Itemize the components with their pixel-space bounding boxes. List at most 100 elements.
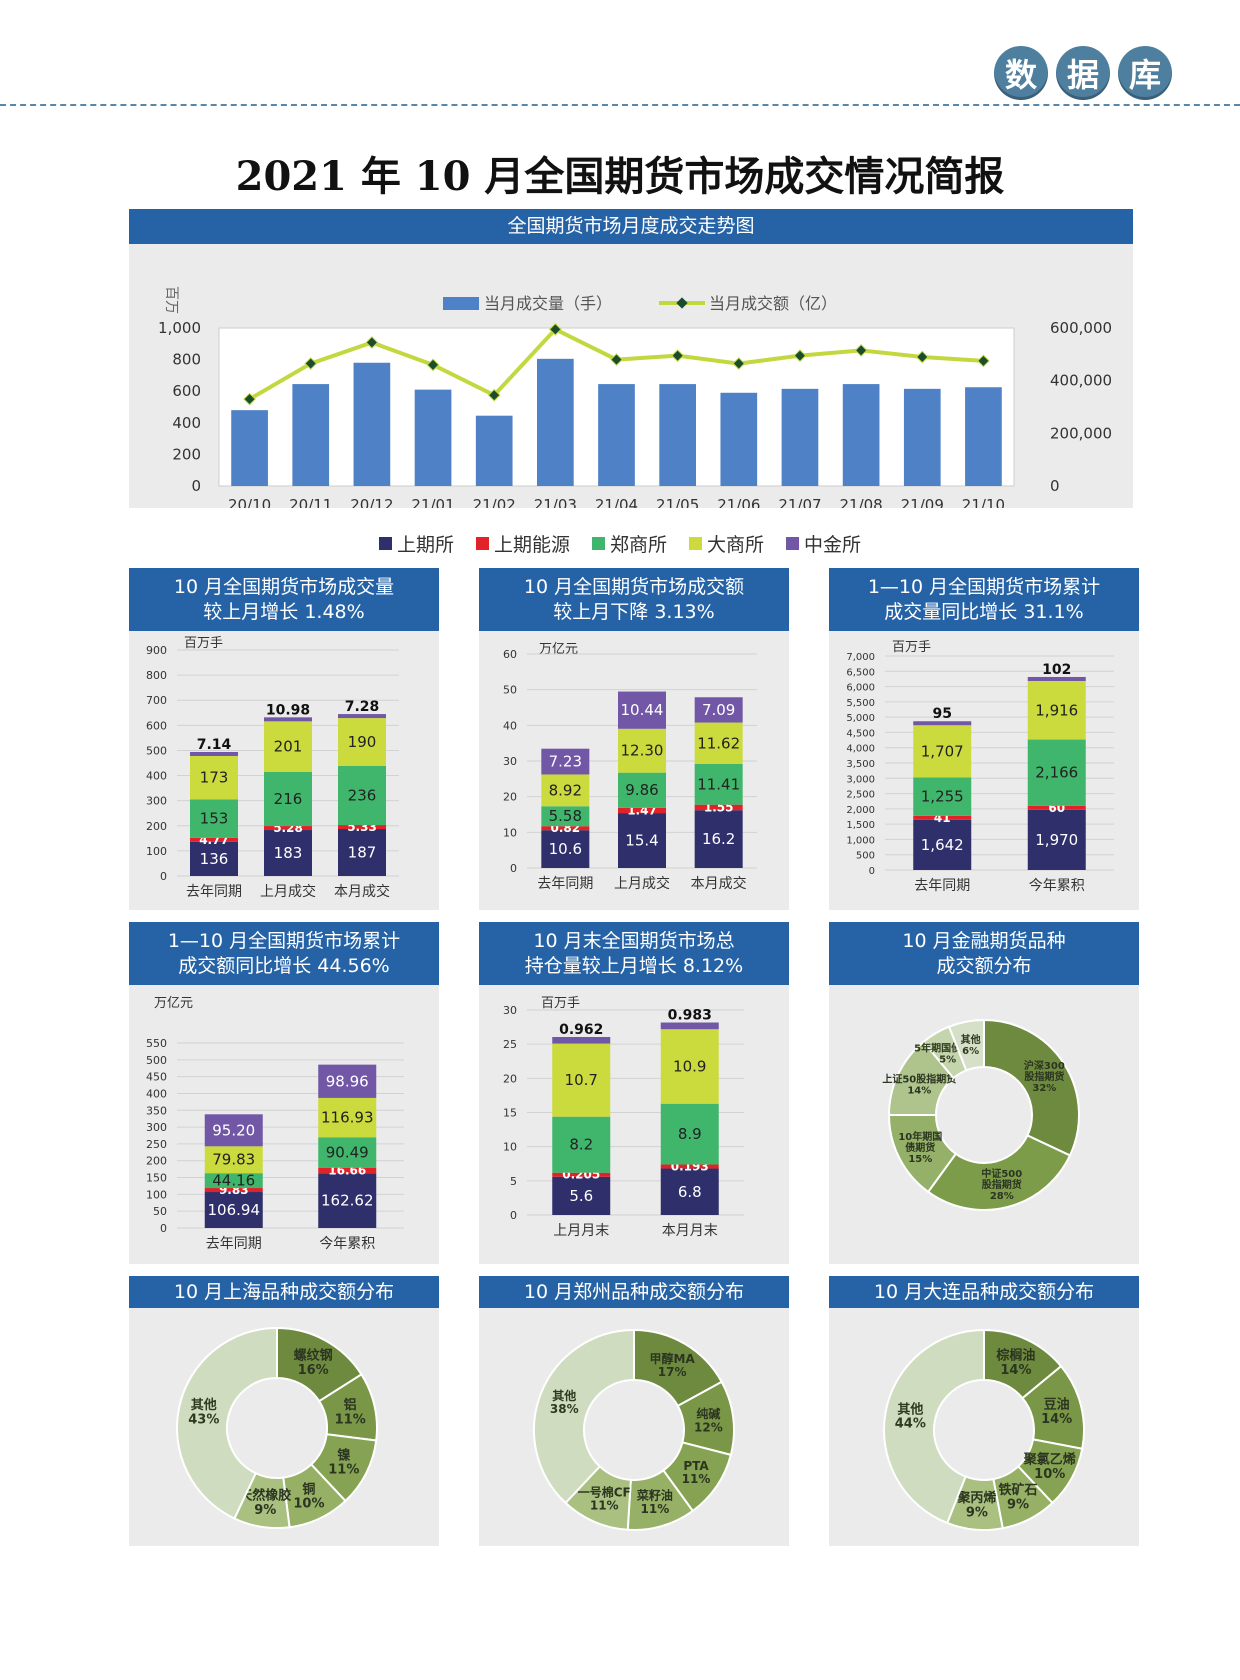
bar-segment bbox=[338, 765, 386, 826]
y-tick-label: 5 bbox=[510, 1175, 517, 1188]
bar-segment bbox=[913, 777, 972, 816]
y-tick-label: 2,500 bbox=[846, 790, 875, 801]
bar-segment bbox=[190, 837, 238, 842]
slice-label: 铁矿石 bbox=[998, 1482, 1038, 1498]
y-tick-label: 0 bbox=[191, 477, 201, 495]
slice-label: 铝 bbox=[344, 1397, 357, 1413]
data-label: 5.6 bbox=[569, 1187, 593, 1205]
bar-segment bbox=[338, 825, 386, 830]
data-label: 2,166 bbox=[1035, 764, 1078, 782]
y-tick-label: 0 bbox=[510, 1209, 517, 1222]
donut-slice bbox=[983, 1018, 1080, 1157]
bar-segment bbox=[190, 755, 238, 800]
y-tick-label: 700 bbox=[146, 694, 167, 707]
x-tick-label: 21/10 bbox=[962, 496, 1005, 508]
data-label: 1,970 bbox=[1035, 831, 1078, 849]
y-tick-label: 550 bbox=[146, 1037, 167, 1050]
x-tick-label: 21/07 bbox=[778, 496, 821, 508]
ytd-volume-chart-panel: 1—10 月全国期货市场累计 成交量同比增长 31.1% 百万手 0 500 1,00… bbox=[829, 568, 1139, 910]
line-point bbox=[487, 388, 501, 402]
data-label: 216 bbox=[274, 790, 303, 808]
y-tick-label: 450 bbox=[146, 1071, 167, 1084]
y-tick-label: 100 bbox=[146, 845, 167, 858]
y-tick-label: 400 bbox=[172, 414, 201, 432]
bar-segment bbox=[318, 1167, 377, 1174]
y-tick-label: 400 bbox=[146, 1087, 167, 1100]
slice-percent: 5% bbox=[939, 1054, 956, 1065]
ytd-volume-stacked-chart: 百万手 0 500 1,000 1,500 2,000 2,500 3,000 3,500 4,0… bbox=[846, 640, 1114, 894]
bar bbox=[353, 362, 391, 486]
x-tick-label: 21/08 bbox=[839, 496, 882, 508]
slice-label: 聚丙烯 bbox=[956, 1490, 996, 1506]
legend-item: 大商所 bbox=[689, 530, 764, 557]
slice-percent: 12% bbox=[694, 1420, 723, 1434]
line-point bbox=[854, 344, 868, 357]
line-point bbox=[426, 358, 440, 372]
bar-segment bbox=[204, 1192, 263, 1228]
slice-percent: 38% bbox=[550, 1402, 579, 1416]
badge-char: 数 bbox=[994, 46, 1048, 100]
y-tick-label: 30 bbox=[503, 755, 517, 768]
bar-segment bbox=[541, 748, 590, 775]
y-tick-label: 5,000 bbox=[846, 713, 875, 724]
x-tick-label: 20/11 bbox=[289, 496, 332, 508]
slice-label: 其他 bbox=[552, 1388, 576, 1403]
bar-segment bbox=[1027, 676, 1086, 681]
slice-percent: 6% bbox=[962, 1046, 979, 1057]
slice-label: PTA bbox=[683, 1459, 709, 1473]
slice-percent: 11% bbox=[641, 1502, 670, 1516]
data-label: 15.4 bbox=[625, 832, 658, 850]
y-tick-label: 500 bbox=[146, 1054, 167, 1067]
unit-label: 百万手 bbox=[541, 996, 580, 1011]
legend-item: 上期能源 bbox=[475, 530, 570, 557]
slice-label: 一号棉CF bbox=[578, 1484, 631, 1499]
y2-tick-label: 400,000 bbox=[1050, 372, 1112, 390]
bar bbox=[659, 384, 696, 486]
y-tick-label: 1,500 bbox=[846, 820, 875, 831]
y-tick-label: 350 bbox=[146, 1104, 167, 1117]
x-tick-label: 21/06 bbox=[717, 496, 760, 508]
bar-segment bbox=[204, 1146, 263, 1174]
legend-label: 当月成交额（亿） bbox=[709, 294, 837, 313]
financial-pie-panel: 10 月金融期货品种 成交额分布 沪深300 股指期货 32% 中证500 股指期货 28… bbox=[829, 922, 1139, 1264]
data-label: 236 bbox=[348, 786, 377, 804]
title-line: 较上月下降 3.13% bbox=[553, 600, 715, 623]
y-tick-label: 6,000 bbox=[846, 683, 875, 694]
bar-segment bbox=[913, 815, 972, 820]
slice-percent: 44% bbox=[895, 1417, 926, 1432]
title-line: 10 月末全国期货市场总 bbox=[533, 929, 735, 952]
volume-chart-title: 10 月全国期货市场成交量 较上月增长 1.48% bbox=[129, 568, 439, 631]
y-tick-label: 0 bbox=[160, 870, 167, 883]
y-tick-label: 600 bbox=[146, 719, 167, 732]
legend-swatch bbox=[378, 537, 392, 550]
donut-slice bbox=[533, 1328, 635, 1505]
slice-percent: 11% bbox=[335, 1412, 366, 1427]
dalian-pie-panel: 10 月大连品种成交额分布 棕榈油 14% 豆油 14% 聚氯乙烯 10% 铁矿石 9% 聚丙烯… bbox=[829, 1276, 1139, 1546]
data-label: 1,707 bbox=[921, 742, 964, 760]
slice-label: 镍 bbox=[337, 1447, 350, 1463]
bar-segment bbox=[552, 1176, 611, 1215]
y-tick-label: 10 bbox=[503, 1141, 517, 1154]
line-point bbox=[671, 349, 685, 363]
dalian-pie-title: 10 月大连品种成交额分布 bbox=[829, 1276, 1139, 1308]
y-tick-label: 100 bbox=[146, 1188, 167, 1201]
slice-label: 天然橡胶 bbox=[239, 1487, 291, 1503]
slice-percent: 9% bbox=[966, 1505, 988, 1520]
bar-segment bbox=[190, 751, 238, 756]
data-label: 9.86 bbox=[625, 781, 658, 799]
line-point bbox=[732, 357, 746, 370]
bar-segment bbox=[694, 810, 743, 868]
data-label: 0.962 bbox=[559, 1022, 603, 1038]
slice-label: 股指期货 bbox=[1024, 1070, 1064, 1083]
bar-segment bbox=[318, 1097, 377, 1138]
legend-label: 大商所 bbox=[707, 534, 765, 556]
bar-segment bbox=[264, 721, 312, 772]
bar-segment bbox=[694, 722, 743, 764]
y-tick-label: 800 bbox=[172, 351, 201, 369]
ytd-turnover-stacked-chart: 万亿元 0 50 100 150 200 250 300 350 400 450 500 550 106.… bbox=[146, 996, 404, 1252]
unit-label: 万亿元 bbox=[154, 996, 193, 1011]
trend-chart-panel: 全国期货市场月度成交走势图 当月成交量（手） 当月成交额（亿） 百万 0 200 400 6… bbox=[129, 209, 1133, 508]
slice-label: 豆油 bbox=[1044, 1397, 1070, 1413]
data-label: 11.41 bbox=[697, 775, 740, 793]
